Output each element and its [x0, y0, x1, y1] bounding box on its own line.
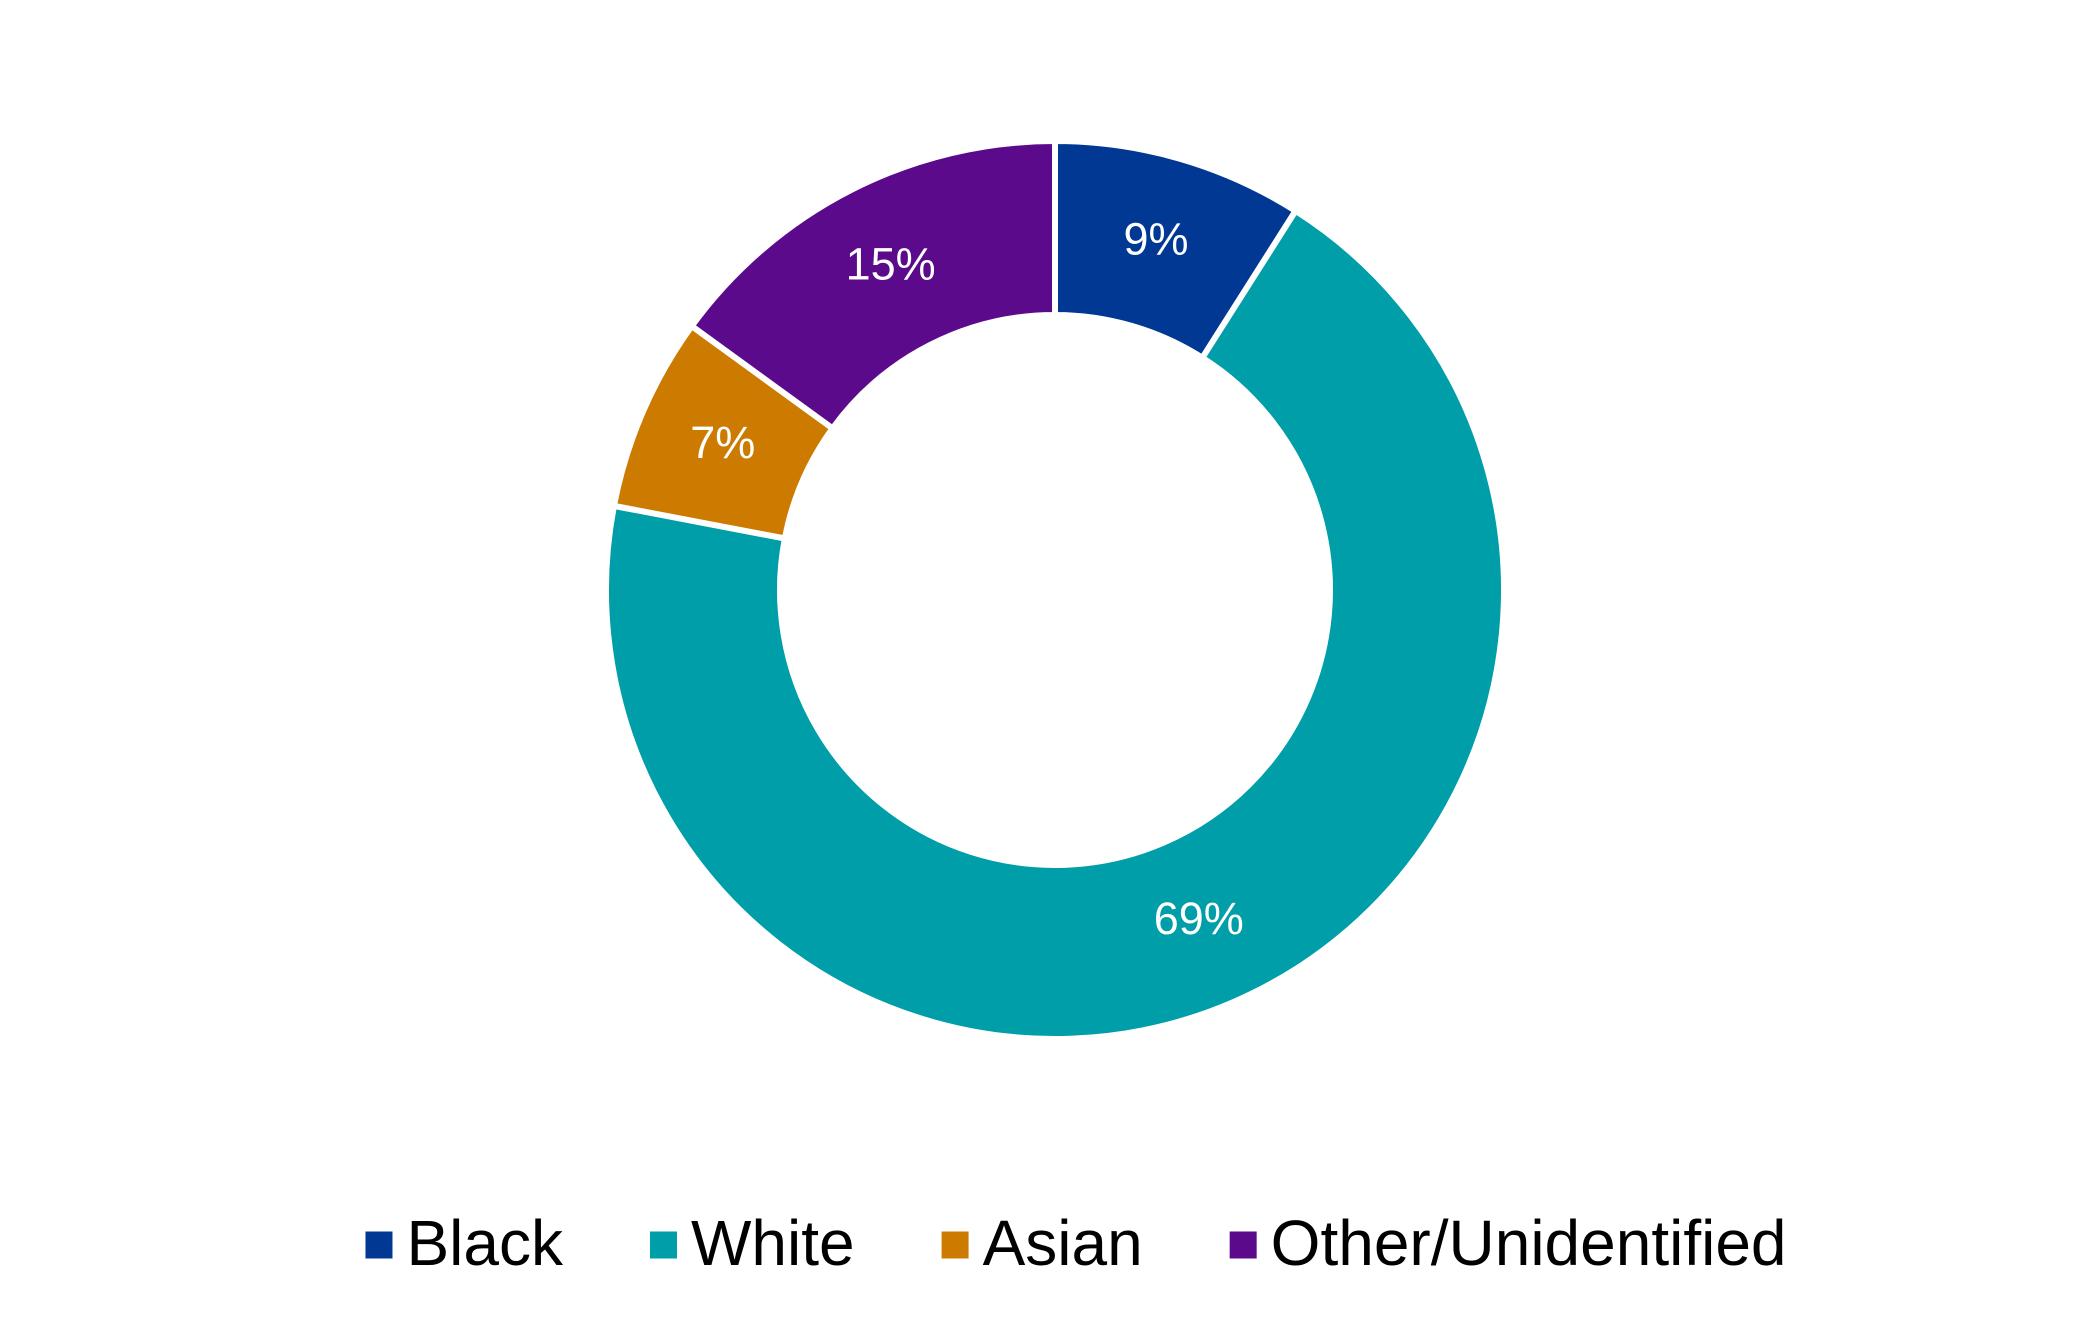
data-label: 7% — [690, 417, 755, 468]
legend-label: Black — [406, 1207, 564, 1279]
data-label: 69% — [1154, 893, 1244, 944]
data-label: 15% — [846, 238, 936, 289]
data-labels: 9% 69% 7% 15% — [690, 213, 1244, 944]
legend-swatch — [649, 1231, 677, 1259]
legend-label: White — [691, 1207, 855, 1279]
donut — [603, 137, 1507, 1042]
legend-swatch — [941, 1231, 969, 1259]
slice — [687, 137, 1058, 433]
legend-label: Other/Unidentified — [1271, 1207, 1787, 1279]
slice — [603, 206, 1507, 1042]
legend-swatch — [1229, 1231, 1257, 1259]
data-label: 9% — [1123, 213, 1188, 264]
legend-label: Asian — [983, 1207, 1143, 1279]
legend-swatch — [365, 1231, 393, 1259]
legend: Black White Asian Other/Unidentified — [365, 1207, 1787, 1279]
